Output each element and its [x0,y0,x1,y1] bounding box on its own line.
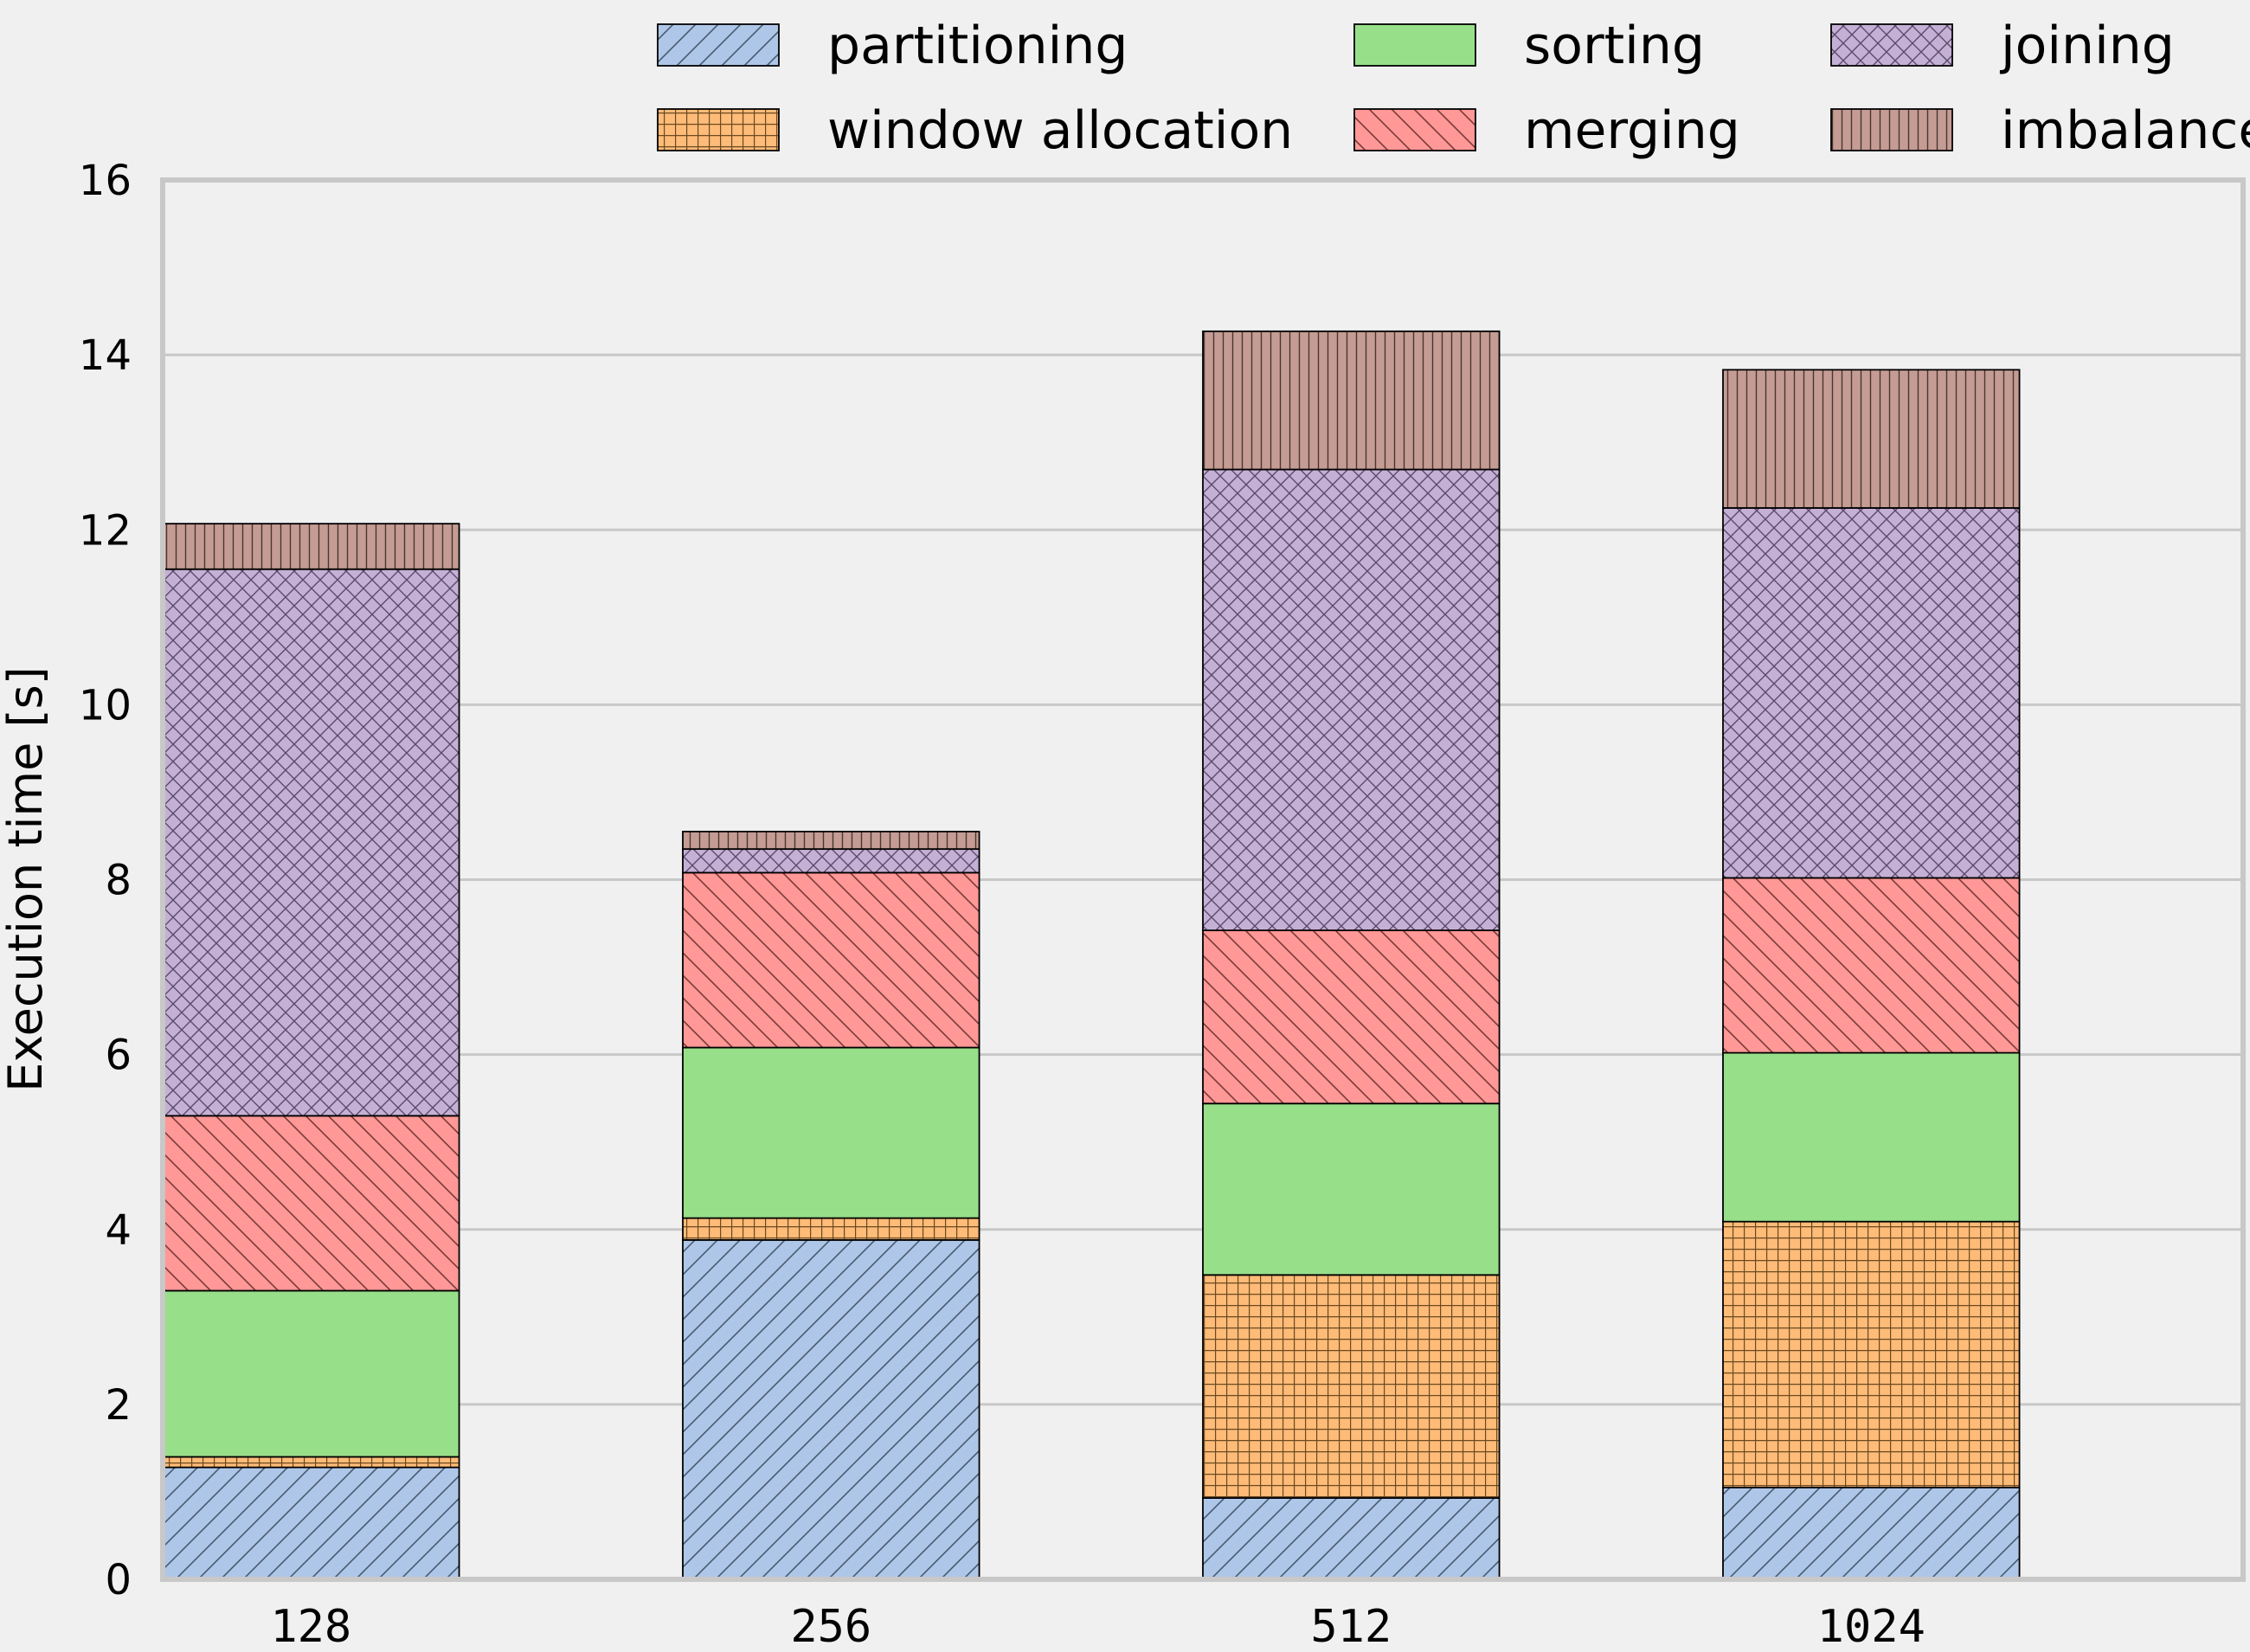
y-tick-label: 4 [105,1206,132,1255]
legend-swatch-joining [1830,23,1953,67]
bar-segment-partitioning-128 [162,1466,460,1580]
legend-label-partitioning: partitioning [827,16,1128,76]
bar-segment-merging-128 [162,1115,460,1292]
bar-segment-partitioning-256 [682,1238,980,1580]
bar-segment-sorting-512 [1202,1102,1501,1276]
bar-segment-merging-256 [682,871,980,1049]
x-tick-labels: 128 256 512 1024 [270,1601,1925,1652]
bar-segment-merging-1024 [1722,877,2021,1054]
legend-label-imbalance: imbalance [2001,100,2250,161]
legend: partitioning window allocation sorting merg… [657,16,2250,161]
legend-swatch-merging [1353,108,1476,151]
bar-segment-sorting-1024 [1722,1051,2021,1223]
bar-segment-joining-256 [682,848,980,874]
x-tick-label: 512 [1310,1601,1392,1652]
x-tick-label: 256 [790,1601,871,1652]
bar-segment-joining-128 [162,568,460,1117]
x-tick-label: 1024 [1817,1601,1925,1652]
bar-segment-window-allocation-256 [682,1217,980,1241]
bar-segment-imbalance-128 [162,523,460,570]
plot-frame [160,177,2246,1582]
bar-segment-window-allocation-128 [162,1456,460,1469]
y-tick-label: 16 [79,157,132,205]
bar-segment-joining-1024 [1722,507,2021,879]
bar-segment-imbalance-256 [682,831,980,851]
legend-swatch-sorting [1353,23,1476,67]
legend-swatch-partitioning [657,23,780,67]
bar-segment-window-allocation-1024 [1722,1220,2021,1488]
bar-segment-imbalance-512 [1202,330,1501,471]
y-tick-label: 8 [105,857,132,905]
bar-segment-joining-512 [1202,468,1501,932]
bar-segment-imbalance-1024 [1722,369,2021,509]
legend-label-joining: joining [1999,16,2175,76]
legend-label-window-allocation: window allocation [827,100,1293,161]
y-tick-label: 10 [79,681,132,730]
legend-swatch-imbalance [1830,108,1953,151]
y-tick-label: 14 [79,331,132,380]
x-tick-label: 128 [270,1601,351,1652]
legend-label-merging: merging [1524,100,1740,161]
bar-segment-partitioning-1024 [1722,1486,2021,1580]
y-tick-label: 0 [105,1556,132,1604]
bar-segment-sorting-128 [162,1289,460,1458]
y-tick-label: 12 [79,506,132,555]
bar-segment-window-allocation-512 [1202,1274,1501,1499]
bar-segment-sorting-256 [682,1046,980,1219]
bars-layer [162,330,2021,1580]
y-tick-label: 6 [105,1032,132,1080]
y-axis-label: Execution time [s] [0,666,53,1092]
legend-swatch-window-allocation [657,108,780,151]
y-tick-labels: 0 2 4 6 8 10 12 14 16 [79,157,132,1604]
bar-segment-partitioning-512 [1202,1497,1501,1580]
bar-segment-merging-512 [1202,929,1501,1105]
y-tick-label: 2 [105,1381,132,1430]
legend-label-sorting: sorting [1524,16,1705,76]
